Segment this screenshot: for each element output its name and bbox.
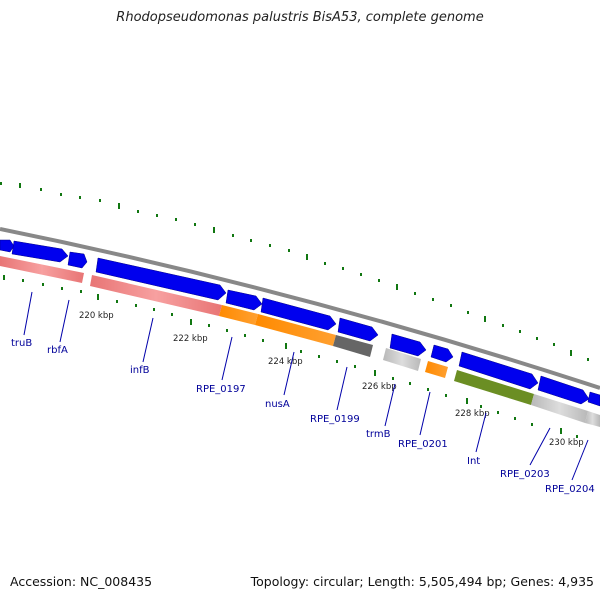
gene-arrow[interactable]: [537, 375, 590, 405]
gene-arrow[interactable]: [11, 240, 69, 263]
gene-label-int[interactable]: Int: [467, 456, 480, 467]
gene-arrow[interactable]: [337, 317, 379, 342]
feature-lightgray[interactable]: [531, 394, 588, 423]
feature-orange[interactable]: [425, 361, 448, 378]
gene-label-trub[interactable]: truB: [11, 338, 32, 349]
gene-label-trmb[interactable]: trmB: [366, 429, 391, 440]
gene-arrow[interactable]: [430, 344, 454, 363]
gene-label-rpe-0201[interactable]: RPE_0201: [398, 439, 448, 450]
accession-text: Accession: NC_008435: [10, 574, 153, 589]
scale-label: 220 kbp: [79, 311, 114, 321]
outer-tick-ring: [0, 182, 589, 361]
gene-label-nusa[interactable]: nusA: [265, 399, 290, 410]
feature-pink[interactable]: [0, 256, 84, 283]
feature-orange[interactable]: [219, 305, 258, 325]
feature-orange[interactable]: [255, 314, 336, 346]
gene-arrow[interactable]: [458, 351, 539, 390]
inner-tick-ring: [3, 275, 578, 438]
scale-label: 228 kbp: [455, 409, 490, 419]
feature-lightgray[interactable]: [383, 348, 421, 371]
genome-backbone: [0, 227, 600, 390]
scale-label: 224 kbp: [268, 357, 303, 367]
scale-label: 222 kbp: [173, 334, 208, 344]
feature-olive[interactable]: [454, 370, 534, 405]
gene-arrow[interactable]: [225, 289, 263, 311]
gene-label-rpe-0199[interactable]: RPE_0199: [310, 414, 360, 425]
gene-arrow[interactable]: [67, 251, 88, 269]
forward-genes: [0, 239, 600, 407]
gene-label-rpe-0197[interactable]: RPE_0197: [196, 384, 246, 395]
feature-lightgray[interactable]: [585, 411, 600, 427]
gene-label-infb[interactable]: infB: [130, 365, 150, 376]
gene-label-rpe-0203[interactable]: RPE_0203: [500, 469, 550, 480]
feature-track: [0, 256, 600, 427]
gene-label-rpe-0204[interactable]: RPE_0204: [545, 484, 595, 495]
gene-arrow[interactable]: [389, 333, 427, 357]
feature-darkgray[interactable]: [333, 335, 373, 357]
gene-labels: truB rbfA infB RPE_0197 nusA RPE_0199 tr…: [11, 338, 595, 495]
genome-title: Rhodopseudomonas palustris BisA53, compl…: [116, 10, 484, 25]
gene-label-rbfa[interactable]: rbfA: [47, 345, 68, 356]
gene-arrow[interactable]: [587, 391, 600, 407]
feature-pink[interactable]: [90, 275, 222, 316]
gene-arrow[interactable]: [260, 297, 337, 331]
gene-arrow[interactable]: [95, 257, 227, 301]
scale-label: 230 kbp: [549, 438, 584, 448]
label-leaders: [23, 291, 589, 481]
scale-label: 226 kbp: [362, 382, 397, 392]
gene-arrow[interactable]: [0, 239, 15, 253]
topology-text: Topology: circular; Length: 5,505,494 bp…: [250, 574, 594, 589]
scale-labels: 220 kbp 222 kbp 224 kbp 226 kbp 228 kbp …: [79, 311, 584, 448]
